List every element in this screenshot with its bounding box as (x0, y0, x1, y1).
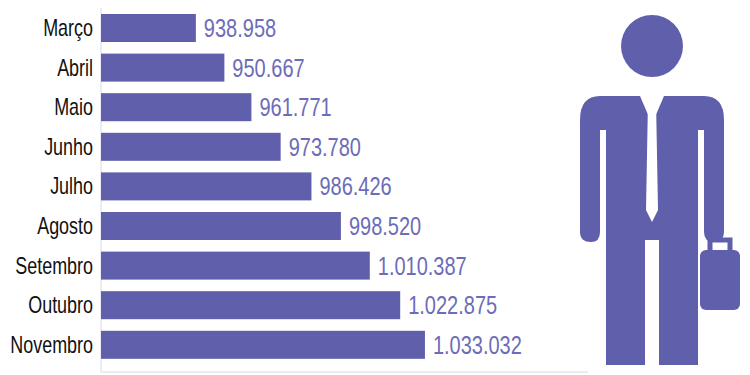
icon-body (580, 96, 724, 365)
category-label: Setembro (15, 252, 93, 278)
category-label: Junho (44, 134, 93, 160)
icon-handle (710, 240, 730, 250)
bar (101, 133, 281, 161)
bar (101, 331, 425, 359)
icon-tie (646, 100, 658, 222)
bar (101, 54, 224, 82)
category-label: Abril (57, 54, 93, 80)
bars (101, 14, 425, 359)
chart: Março 938.958 Abril 950.667 Maio 961.771 Junho… (0, 0, 750, 375)
data-label: 1.022.875 (408, 292, 497, 320)
data-label: 961.771 (259, 94, 331, 122)
x-axis-line (101, 372, 588, 373)
icon-briefcase (700, 250, 740, 310)
bar (101, 172, 311, 200)
data-label: 1.033.032 (433, 332, 522, 360)
data-label: 938.958 (204, 15, 276, 43)
category-label: Maio (54, 94, 93, 120)
person-icon (580, 15, 740, 365)
data-label: 973.780 (289, 134, 361, 162)
category-label: Março (43, 15, 93, 41)
data-label: 986.426 (319, 173, 391, 201)
bar (101, 252, 370, 280)
category-label: Novembro (10, 332, 93, 358)
bar (101, 93, 251, 121)
data-label: 950.667 (232, 55, 304, 83)
data-label: 1.010.387 (378, 253, 467, 281)
data-label: 998.520 (349, 213, 421, 241)
bar (101, 14, 196, 42)
icon-head (621, 15, 683, 77)
category-label: Julho (50, 173, 93, 199)
bar (101, 212, 341, 240)
category-label: Outubro (28, 292, 93, 318)
category-label: Agosto (37, 213, 93, 239)
bar (101, 291, 400, 319)
